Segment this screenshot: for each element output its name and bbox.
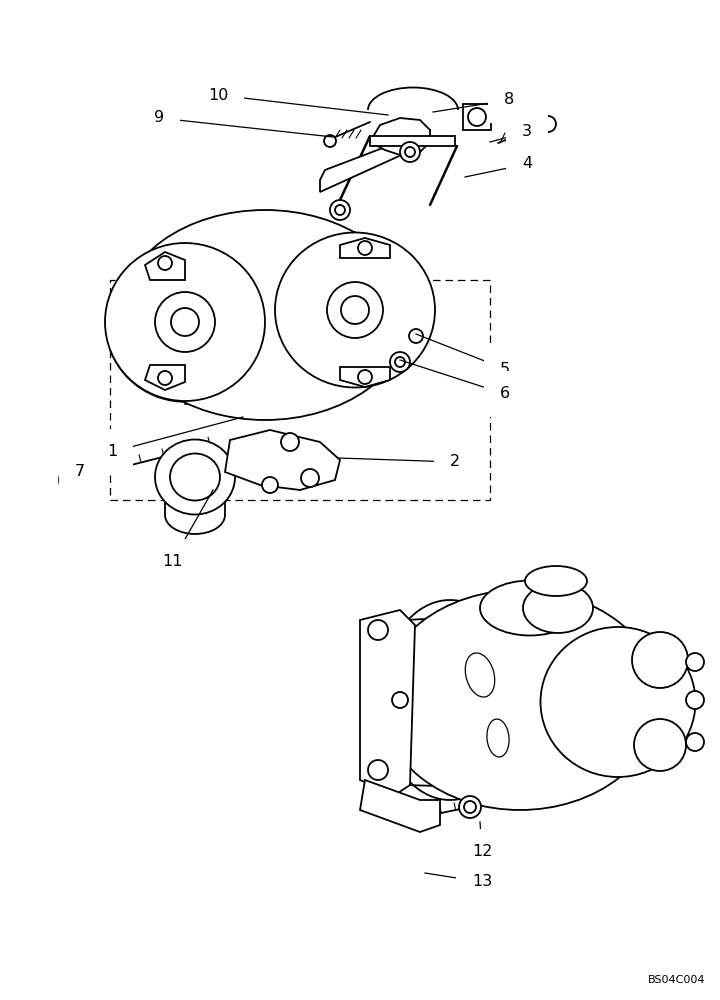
Polygon shape <box>370 118 430 155</box>
Polygon shape <box>320 130 430 192</box>
Ellipse shape <box>523 583 593 633</box>
Circle shape <box>327 282 383 338</box>
Text: 13: 13 <box>472 874 492 890</box>
Bar <box>463 104 491 130</box>
Ellipse shape <box>380 590 660 810</box>
Text: 11: 11 <box>162 554 182 570</box>
Circle shape <box>358 241 372 255</box>
Text: BS04C004: BS04C004 <box>647 975 705 985</box>
Text: 10: 10 <box>208 88 228 103</box>
Ellipse shape <box>155 440 235 514</box>
Text: 2: 2 <box>450 454 460 470</box>
Circle shape <box>335 205 345 215</box>
Text: 7: 7 <box>75 464 85 480</box>
Ellipse shape <box>120 210 410 420</box>
Polygon shape <box>360 610 415 795</box>
Text: 4: 4 <box>522 156 532 172</box>
Circle shape <box>155 292 215 352</box>
Circle shape <box>634 719 686 771</box>
Ellipse shape <box>170 454 220 500</box>
Bar <box>110 280 490 500</box>
Circle shape <box>459 796 481 818</box>
Circle shape <box>686 733 704 751</box>
Circle shape <box>468 108 486 126</box>
Text: 9: 9 <box>154 110 164 125</box>
Circle shape <box>409 329 423 343</box>
Polygon shape <box>340 367 390 387</box>
Text: 6: 6 <box>500 386 510 401</box>
Ellipse shape <box>487 719 509 757</box>
Circle shape <box>158 371 172 385</box>
Polygon shape <box>225 430 340 490</box>
Ellipse shape <box>541 627 696 777</box>
Text: 8: 8 <box>504 93 514 107</box>
Circle shape <box>405 147 415 157</box>
Circle shape <box>171 308 199 336</box>
Circle shape <box>341 296 369 324</box>
Circle shape <box>686 691 704 709</box>
Circle shape <box>281 433 299 451</box>
Polygon shape <box>145 252 185 280</box>
Circle shape <box>540 116 556 132</box>
Circle shape <box>686 653 704 671</box>
Polygon shape <box>145 365 185 390</box>
Circle shape <box>324 135 336 147</box>
Circle shape <box>262 477 278 493</box>
Circle shape <box>390 352 410 372</box>
Text: 1: 1 <box>107 444 117 460</box>
Text: 12: 12 <box>472 844 492 859</box>
Circle shape <box>395 357 405 367</box>
Circle shape <box>464 801 476 813</box>
Ellipse shape <box>525 566 587 596</box>
Bar <box>370 136 455 146</box>
Circle shape <box>368 760 388 780</box>
Circle shape <box>358 370 372 384</box>
Ellipse shape <box>480 580 580 636</box>
Circle shape <box>400 142 420 162</box>
Circle shape <box>368 620 388 640</box>
Circle shape <box>330 200 350 220</box>
Polygon shape <box>340 238 390 258</box>
Circle shape <box>64 472 80 488</box>
Circle shape <box>632 632 688 688</box>
Text: 5: 5 <box>500 361 510 376</box>
Circle shape <box>59 467 85 493</box>
Ellipse shape <box>275 232 435 387</box>
Ellipse shape <box>105 243 265 401</box>
Text: 3: 3 <box>522 124 532 139</box>
Circle shape <box>158 256 172 270</box>
Circle shape <box>392 692 408 708</box>
Polygon shape <box>360 780 440 832</box>
Ellipse shape <box>465 653 495 697</box>
Circle shape <box>301 469 319 487</box>
